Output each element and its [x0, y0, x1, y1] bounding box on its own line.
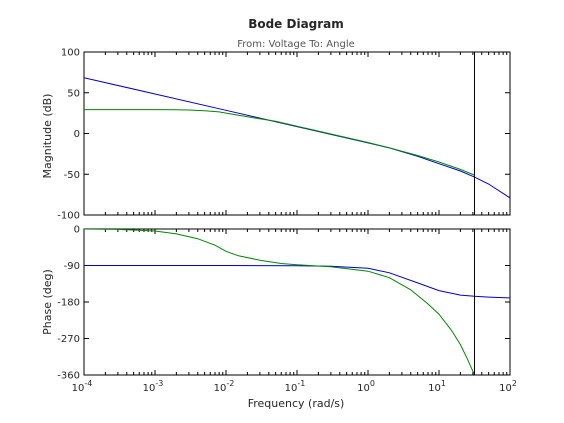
phase-series-line-1 — [84, 265, 510, 299]
phase-y-tick-label: 0 — [74, 225, 80, 236]
phase-y-tick-label: -360 — [57, 371, 80, 382]
magnitude-series-line-2 — [84, 109, 475, 176]
phase-y-tick-label: -270 — [57, 334, 80, 345]
chart-title: Bode Diagram — [248, 17, 344, 31]
frequency-tick-label: 10-4 — [72, 379, 93, 394]
phase-y-tick-label: -90 — [64, 261, 80, 272]
magnitude-series-group — [84, 77, 510, 199]
phase-axis-label: Phase (deg) — [41, 269, 54, 335]
magnitude-panel: 100 50 0 -50 -100 — [57, 48, 511, 222]
frequency-tick-label: 10-3 — [143, 379, 164, 394]
magnitude-y-tick-label: 100 — [61, 48, 80, 59]
frequency-tick-label: 10-2 — [214, 379, 235, 394]
magnitude-y-tick-label: -100 — [57, 211, 80, 222]
chart-subtitle: From: Voltage To: Angle — [237, 39, 355, 50]
phase-series-line-2 — [84, 229, 475, 375]
magnitude-y-tick-label: -50 — [64, 170, 80, 181]
magnitude-y-tick-label: 50 — [67, 88, 80, 99]
frequency-tick-label: 102 — [499, 379, 517, 394]
phase-series-group — [84, 229, 510, 375]
magnitude-axis-label: Magnitude (dB) — [41, 94, 54, 179]
magnitude-axes-box — [83, 51, 511, 216]
frequency-tick-label: 101 — [428, 379, 446, 394]
frequency-tick-label: 10-1 — [285, 379, 306, 394]
magnitude-y-tick-label: 0 — [74, 129, 80, 140]
frequency-tick-label: 100 — [357, 379, 375, 394]
phase-y-tick-label: -180 — [57, 298, 80, 309]
frequency-axis-label: Frequency (rad/s) — [248, 397, 345, 410]
magnitude-series-line-1 — [84, 77, 510, 199]
phase-axes-box — [83, 228, 511, 376]
